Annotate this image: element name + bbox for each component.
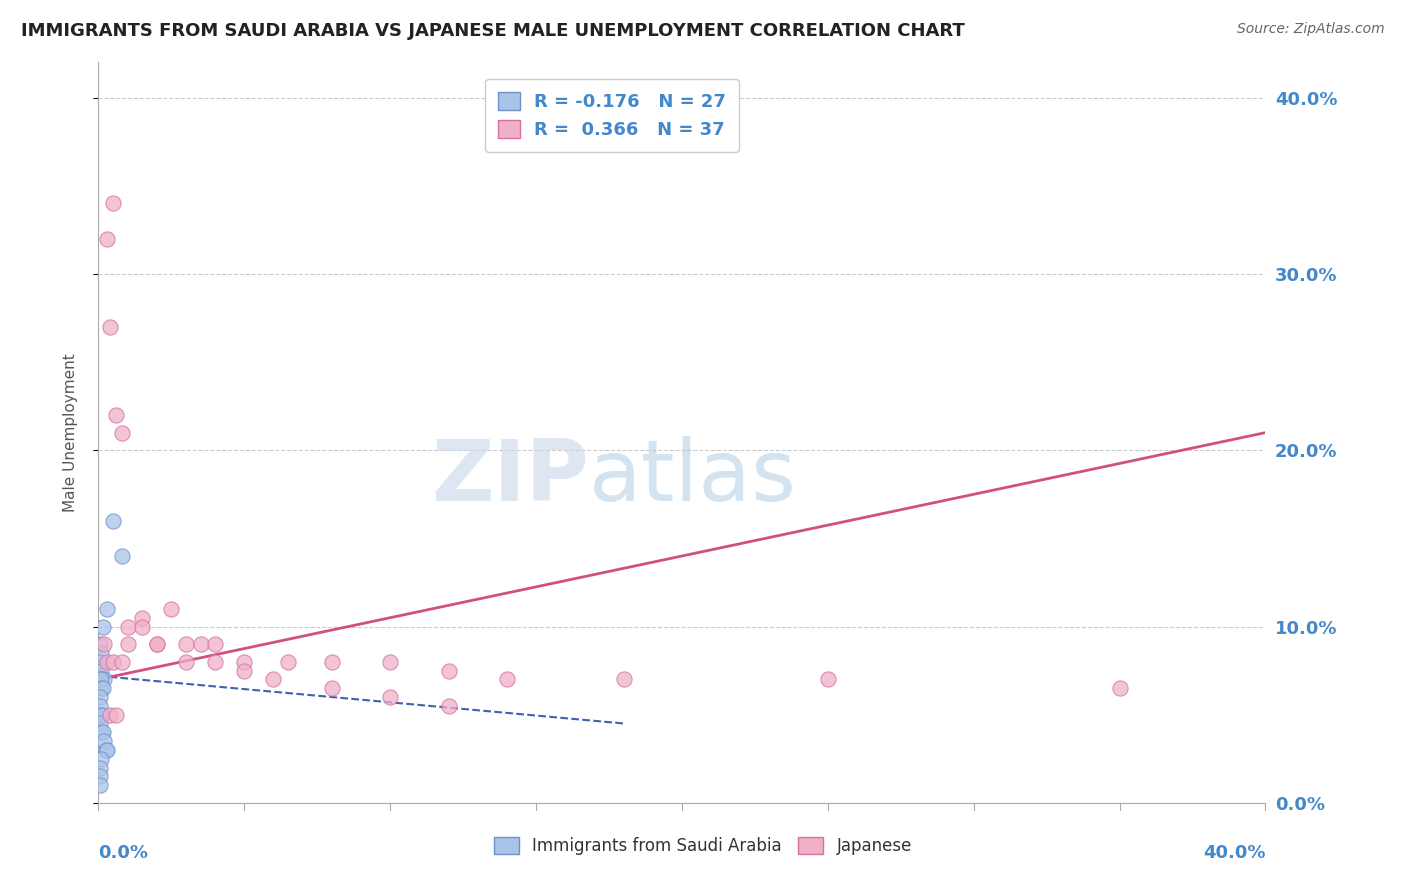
Point	[101, 196, 124, 211]
Legend: Immigrants from Saudi Arabia, Japanese: Immigrants from Saudi Arabia, Japanese	[486, 830, 920, 862]
Point	[89, 673, 111, 687]
Point	[90, 646, 112, 660]
Point	[98, 707, 121, 722]
Y-axis label: Male Unemployment: Male Unemployment	[63, 353, 77, 512]
Point	[94, 743, 117, 757]
Point	[111, 655, 134, 669]
Point	[233, 655, 256, 669]
Point	[277, 655, 299, 669]
Point	[91, 725, 114, 739]
Point	[117, 619, 139, 633]
Point	[233, 664, 256, 678]
Point	[380, 690, 402, 704]
Point	[190, 637, 212, 651]
Text: ZIP: ZIP	[430, 435, 589, 518]
Point	[90, 673, 112, 687]
Point	[437, 664, 460, 678]
Point	[89, 698, 111, 713]
Point	[98, 319, 121, 334]
Point	[96, 743, 118, 757]
Text: Source: ZipAtlas.com: Source: ZipAtlas.com	[1237, 22, 1385, 37]
Point	[90, 681, 112, 696]
Text: 0.0%: 0.0%	[98, 844, 149, 862]
Point	[89, 637, 111, 651]
Text: IMMIGRANTS FROM SAUDI ARABIA VS JAPANESE MALE UNEMPLOYMENT CORRELATION CHART: IMMIGRANTS FROM SAUDI ARABIA VS JAPANESE…	[21, 22, 965, 40]
Legend: R = -0.176   N = 27, R =  0.366   N = 37: R = -0.176 N = 27, R = 0.366 N = 37	[485, 78, 738, 152]
Point	[101, 514, 124, 528]
Point	[613, 673, 636, 687]
Point	[89, 769, 111, 783]
Point	[89, 716, 111, 731]
Point	[117, 637, 139, 651]
Point	[146, 637, 169, 651]
Point	[321, 655, 343, 669]
Point	[496, 673, 519, 687]
Point	[204, 637, 226, 651]
Point	[93, 734, 115, 748]
Point	[321, 681, 343, 696]
Point	[89, 690, 111, 704]
Point	[89, 778, 111, 792]
Point	[204, 655, 226, 669]
Point	[91, 681, 114, 696]
Point	[90, 752, 112, 766]
Point	[380, 655, 402, 669]
Point	[131, 610, 153, 624]
Point	[263, 673, 285, 687]
Point	[1108, 681, 1130, 696]
Point	[93, 637, 115, 651]
Point	[90, 707, 112, 722]
Point	[90, 664, 112, 678]
Point	[96, 232, 118, 246]
Point	[160, 602, 183, 616]
Point	[93, 673, 115, 687]
Point	[90, 707, 112, 722]
Point	[101, 655, 124, 669]
Point	[817, 673, 839, 687]
Text: 40.0%: 40.0%	[1204, 844, 1265, 862]
Point	[90, 725, 112, 739]
Point	[96, 602, 118, 616]
Point	[91, 619, 114, 633]
Point	[89, 760, 111, 774]
Point	[174, 655, 197, 669]
Point	[437, 698, 460, 713]
Point	[131, 619, 153, 633]
Point	[89, 655, 111, 669]
Point	[111, 549, 134, 563]
Point	[96, 655, 118, 669]
Point	[104, 408, 127, 422]
Text: atlas: atlas	[589, 435, 797, 518]
Point	[111, 425, 134, 440]
Point	[174, 637, 197, 651]
Point	[146, 637, 169, 651]
Point	[104, 707, 127, 722]
